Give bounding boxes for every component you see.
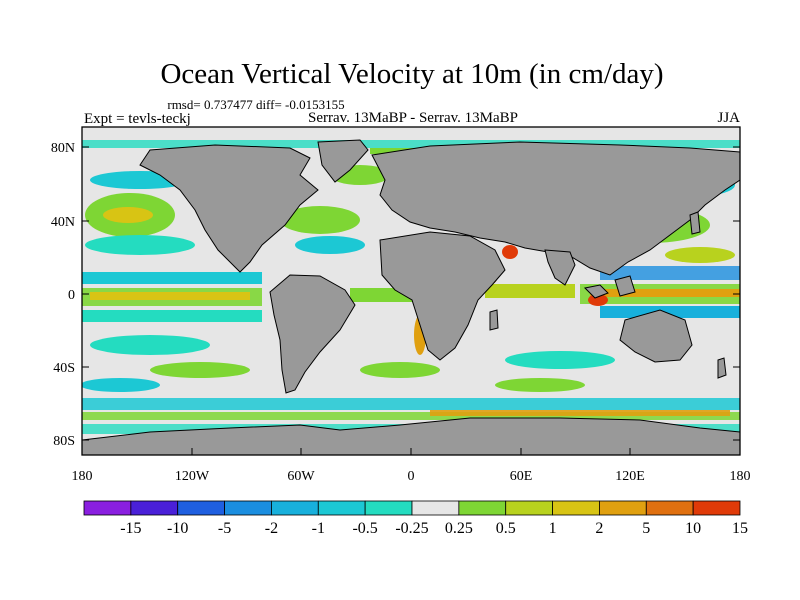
colorbar-box-1 bbox=[130, 500, 179, 516]
colorbar-label-1: -10 bbox=[167, 520, 188, 537]
down-band-west-north bbox=[600, 266, 740, 280]
land-australia bbox=[619, 309, 693, 363]
colorbar-label-12: 10 bbox=[685, 520, 701, 537]
lat-labels: 80N 40N 0 40S 80S bbox=[51, 141, 75, 449]
sind-green bbox=[495, 378, 585, 392]
lat-label-80n: 80N bbox=[51, 141, 75, 156]
colorbar-box-13 bbox=[692, 500, 741, 516]
land-new-zealand bbox=[717, 357, 727, 379]
lon-label-60e: 60E bbox=[510, 469, 533, 484]
land-india bbox=[544, 249, 576, 286]
eq-band-indian bbox=[485, 284, 575, 298]
natl-green bbox=[280, 206, 360, 234]
colorbar-box-9 bbox=[505, 500, 553, 516]
lat-axis bbox=[82, 146, 740, 441]
colorbar-box-7 bbox=[411, 500, 460, 516]
npac-orange-1 bbox=[103, 207, 153, 223]
colorbar-label-10: 2 bbox=[595, 520, 603, 537]
land-madagascar bbox=[489, 309, 499, 331]
down-band-south bbox=[82, 310, 262, 322]
colorbar-label-0: -15 bbox=[120, 520, 141, 537]
land-africa bbox=[379, 231, 506, 361]
colorbar-label-6: -0.25 bbox=[395, 520, 428, 537]
land-borneo bbox=[614, 275, 636, 297]
colorbar-box-6 bbox=[364, 500, 413, 516]
season-label: JJA bbox=[717, 110, 740, 126]
lat-label-40n: 40N bbox=[51, 215, 75, 230]
spac-green-1 bbox=[150, 362, 250, 378]
colorbar-box-0 bbox=[83, 500, 132, 516]
land-south-america bbox=[269, 274, 356, 394]
coast-arabia bbox=[502, 245, 518, 259]
land-indonesia bbox=[583, 284, 609, 299]
so-green-band bbox=[82, 412, 740, 420]
comparison-label: Serrav. 13MaBP - Serrav. 13MaBP bbox=[308, 110, 518, 126]
lon-label-60w: 60W bbox=[287, 469, 315, 484]
satl-green bbox=[360, 362, 440, 378]
eq-band-pacific-core bbox=[90, 292, 250, 300]
colorbar-label-2: -5 bbox=[218, 520, 231, 537]
colorbar-box-2 bbox=[177, 500, 225, 516]
colorbar-box-12 bbox=[645, 500, 694, 516]
land-masses bbox=[82, 139, 740, 455]
down-band-west-south bbox=[600, 306, 740, 318]
so-orange-band bbox=[430, 410, 730, 416]
colorbar-box-11 bbox=[599, 500, 647, 516]
arctic-cyan bbox=[82, 140, 740, 148]
colorbar: -15 -10 -5 -2 -1 -0.5 -0.25 0.25 0.5 1 2 5 10 15 bbox=[83, 500, 748, 537]
colorbar-box-8 bbox=[458, 500, 507, 516]
colorbar-box-3 bbox=[224, 500, 272, 516]
colorbar-boxes bbox=[83, 500, 741, 516]
colorbar-label-4: -1 bbox=[312, 520, 325, 537]
lon-label-180e: 180 bbox=[730, 469, 751, 484]
natl-cyan bbox=[295, 236, 365, 254]
lat-label-0: 0 bbox=[68, 288, 75, 303]
land-greenland bbox=[317, 139, 369, 183]
colorbar-label-5: -0.5 bbox=[352, 520, 377, 537]
lon-axis bbox=[81, 448, 741, 455]
lat-label-80s: 80S bbox=[53, 434, 75, 449]
spac-cyan-1 bbox=[90, 335, 210, 355]
lat-label-40s: 40S bbox=[53, 361, 75, 376]
npac-green-3 bbox=[665, 247, 735, 263]
colorbar-label-9: 1 bbox=[549, 520, 557, 537]
land-japan bbox=[689, 211, 701, 235]
so-cyan-band bbox=[82, 398, 740, 410]
lon-labels: 180 120W 60W 0 60E 120E 180 bbox=[72, 469, 751, 484]
lon-label-0: 0 bbox=[408, 469, 415, 484]
spac-cyan-2 bbox=[82, 378, 160, 392]
experiment-label: Expt = tevls-teckj bbox=[84, 111, 191, 127]
colorbar-label-7: 0.25 bbox=[445, 520, 473, 537]
coast-indonesia bbox=[588, 294, 608, 306]
npac-cyan-1 bbox=[85, 235, 195, 255]
figure-title: Ocean Vertical Velocity at 10m (in cm/da… bbox=[160, 58, 663, 90]
stats-label: rmsd= 0.737477 diff= -0.0153155 bbox=[167, 97, 344, 112]
eq-band-pacific-west-core bbox=[590, 289, 740, 297]
lon-label-120w: 120W bbox=[175, 469, 210, 484]
colorbar-box-4 bbox=[271, 500, 319, 516]
colorbar-box-10 bbox=[552, 500, 600, 516]
colorbar-label-13: 15 bbox=[732, 520, 748, 537]
sind-cyan bbox=[505, 351, 615, 369]
lon-label-180w: 180 bbox=[72, 469, 93, 484]
land-antarctica bbox=[82, 417, 740, 455]
land-eurasia bbox=[371, 141, 740, 276]
down-band-north bbox=[82, 272, 262, 284]
colorbar-box-5 bbox=[317, 500, 366, 516]
colorbar-label-11: 5 bbox=[642, 520, 650, 537]
colorbar-label-3: -2 bbox=[265, 520, 278, 537]
colorbar-label-8: 0.5 bbox=[496, 520, 516, 537]
lon-label-120e: 120E bbox=[615, 469, 645, 484]
colorbar-labels: -15 -10 -5 -2 -1 -0.5 -0.25 0.25 0.5 1 2 5 10 15 bbox=[120, 520, 748, 537]
velocity-field bbox=[82, 140, 740, 434]
land-north-america bbox=[139, 144, 319, 273]
